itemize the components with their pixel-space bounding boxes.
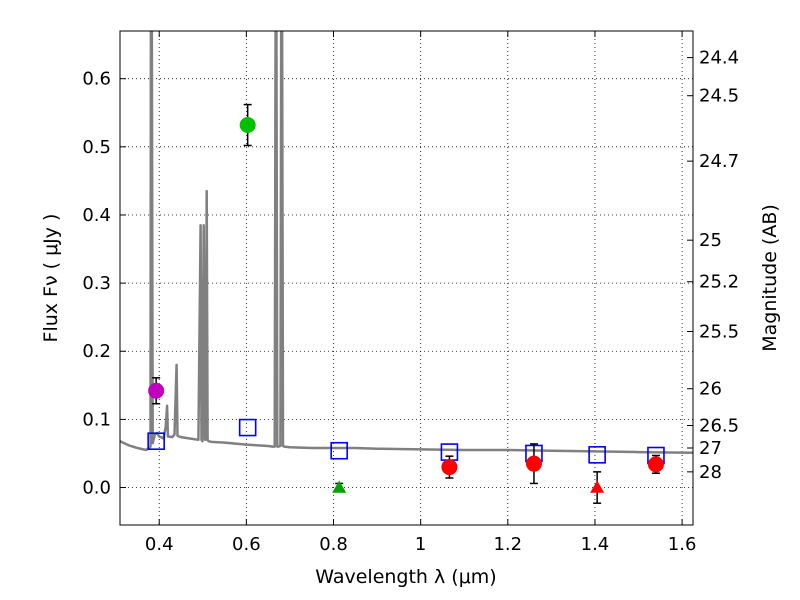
x-tick-label: 1.6 xyxy=(668,534,697,555)
y-tick-label: 0.2 xyxy=(82,341,111,362)
y2-axis-title: Magnitude (AB) xyxy=(759,204,781,352)
x-tick-label: 1.2 xyxy=(493,534,522,555)
model-photometry-point xyxy=(238,418,257,437)
observed-photometry-point xyxy=(647,456,664,473)
y-axis-title: Flux Fν ( μJy ) xyxy=(40,214,62,343)
y-tick-label: 0.5 xyxy=(82,137,111,158)
magnitude-tick-label: 26 xyxy=(699,379,722,400)
axis-ticks: 0.4 0.6 0.8 1 1.2 1.4 1.6 0.0 0.1 0.2 0.3 0.4 0.5 0.6… xyxy=(82,31,739,555)
magnitude-tick-label: 26.5 xyxy=(699,416,739,437)
plot-area xyxy=(120,31,693,504)
sed-model-line xyxy=(120,31,693,455)
magnitude-tick-label: 24.5 xyxy=(699,86,739,107)
magnitude-tick-label: 25 xyxy=(699,230,722,251)
observed-upper-limit-point xyxy=(332,480,347,493)
x-tick-label: 1.4 xyxy=(581,534,610,555)
observed-photometry-point xyxy=(525,455,542,472)
x-tick-label: 1 xyxy=(415,534,426,555)
magnitude-tick-label: 27 xyxy=(699,438,722,459)
magnitude-tick-label: 25.2 xyxy=(699,272,739,293)
magnitude-tick-label: 24.7 xyxy=(699,151,739,172)
x-tick-label: 0.8 xyxy=(319,534,348,555)
magnitude-tick-label: 25.5 xyxy=(699,321,739,342)
y-tick-label: 0.6 xyxy=(82,69,111,90)
x-axis-title: Wavelength λ (μm) xyxy=(315,566,496,588)
model-photometry-point xyxy=(588,446,606,464)
observed-photometry-point xyxy=(239,117,256,134)
model-photometry-point xyxy=(330,441,348,460)
magnitude-tick-label: 28 xyxy=(699,462,722,483)
x-tick-label: 0.6 xyxy=(232,534,261,555)
y-tick-label: 0.4 xyxy=(82,205,111,226)
y-tick-label: 0.3 xyxy=(82,273,111,294)
observed-photometry-point xyxy=(441,459,458,476)
y-tick-label: 0.1 xyxy=(82,409,111,430)
magnitude-tick-label: 24.4 xyxy=(699,48,739,69)
model-photometry-point xyxy=(147,432,165,450)
observed-photometry-point xyxy=(148,382,165,399)
plot-frame xyxy=(119,30,694,526)
x-tick-label: 0.4 xyxy=(145,534,174,555)
y-tick-label: 0.0 xyxy=(82,478,111,499)
observed-upper-limit-point xyxy=(590,480,605,493)
